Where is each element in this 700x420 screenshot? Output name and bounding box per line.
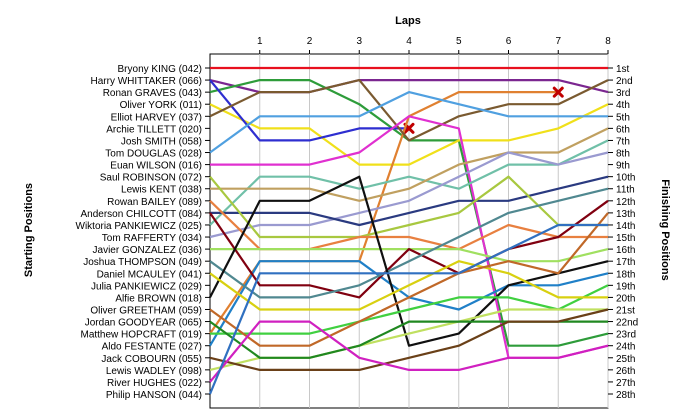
driver-label: Wiktoria PANKIEWICZ (025) <box>76 221 203 232</box>
series-line-26 <box>209 308 609 371</box>
series-line-8 <box>209 90 608 154</box>
lap-tick-label: 4 <box>406 36 412 47</box>
driver-label: Lewis KENT (038) <box>121 185 202 196</box>
finish-label: 13th <box>616 209 635 220</box>
series-line-4 <box>209 103 609 166</box>
right-axis-label: Finishing Positions <box>659 179 671 280</box>
series-line-11 <box>210 127 609 202</box>
driver-label: Aldo FESTANTE (027) <box>102 342 202 353</box>
series-line-14 <box>209 175 608 239</box>
finish-label: 20th <box>616 293 635 304</box>
finish-label: 28th <box>616 390 635 401</box>
driver-label: Matthew HOPCRAFT (019) <box>80 330 202 341</box>
finish-label: 5th <box>616 112 630 123</box>
series-line-21 <box>210 284 609 335</box>
lap-tick-label: 5 <box>456 36 462 47</box>
finish-label: 11th <box>616 185 635 196</box>
finish-label: 26th <box>616 366 635 377</box>
finish-label: 8th <box>616 149 630 160</box>
driver-label: Lewis WADLEY (098) <box>106 366 202 377</box>
driver-label: Bryony KING (042) <box>118 64 202 75</box>
driver-label: Daniel MCAULEY (041) <box>97 269 202 280</box>
series-line-27 <box>209 320 609 383</box>
series-line-22 <box>209 260 608 311</box>
driver-label: Tom RAFFERTY (034) <box>102 233 202 244</box>
retired-marker <box>552 86 564 98</box>
left-axis-label: Starting Positions <box>23 183 35 277</box>
driver-label: Ronan GRAVES (043) <box>103 88 202 99</box>
finish-label: 1st <box>616 64 630 75</box>
driver-label: River HUGHES (022) <box>107 378 202 389</box>
series-line-7 <box>209 78 609 142</box>
series-line-19 <box>209 187 609 299</box>
finish-label: 10th <box>616 173 635 184</box>
driver-label: Harry WHITTAKER (066) <box>91 76 203 87</box>
driver-label: Elliot HARVEY (037) <box>111 112 202 123</box>
finish-label: 9th <box>616 161 630 172</box>
finish-label: 7th <box>616 136 630 147</box>
finish-label: 3rd <box>616 88 630 99</box>
finish-label: 23rd <box>616 330 636 341</box>
finish-label: 2nd <box>616 76 633 87</box>
finish-label: 17th <box>616 257 635 268</box>
series-line-12 <box>209 151 609 239</box>
series-line-13 <box>210 175 609 227</box>
finish-label: 21st <box>616 305 635 316</box>
lap-tick-label: 1 <box>257 36 263 47</box>
finish-label: 14th <box>616 221 635 232</box>
driver-label: Philip HANSON (044) <box>106 390 202 401</box>
series-line-5 <box>209 79 409 142</box>
driver-label: Alfie BROWN (018) <box>115 293 202 304</box>
series-line-10 <box>209 139 609 226</box>
top-axis-label: Laps <box>395 15 421 27</box>
finish-label: 27th <box>616 378 635 389</box>
driver-label: Saul ROBINSON (072) <box>100 173 202 184</box>
series-line-28 <box>208 223 608 395</box>
lap-tick-label: 2 <box>307 36 313 47</box>
finish-label: 12th <box>616 197 635 208</box>
series-line-18 <box>209 199 609 299</box>
driver-label: Jack COBOURN (055) <box>101 354 202 365</box>
finish-label: 4th <box>616 100 630 111</box>
lap-tick-label: 3 <box>356 36 362 47</box>
driver-label: Javier GONZALEZ (036) <box>93 245 202 256</box>
driver-label: Julia PANKIEWICZ (029) <box>91 281 202 292</box>
finish-label: 15th <box>616 233 635 244</box>
driver-label: Joshua THOMPSON (049) <box>83 257 202 268</box>
series-line-20 <box>209 175 609 347</box>
lap-tick-label: 8 <box>605 36 611 47</box>
lap-tick-label: 6 <box>506 36 512 47</box>
driver-label: Tom DOUGLAS (028) <box>105 149 202 160</box>
driver-label: Jordan GOODYEAR (065) <box>85 318 202 329</box>
lap-tick-label: 7 <box>555 36 561 47</box>
finish-label: 22nd <box>616 318 638 329</box>
finish-label: 18th <box>616 269 635 280</box>
series-line-23 <box>209 212 609 347</box>
driver-label: Euan WILSON (016) <box>110 161 202 172</box>
finish-label: 19th <box>616 281 635 292</box>
finish-label: 24th <box>616 342 635 353</box>
driver-label: Archie TILLETT (020) <box>106 124 202 135</box>
finish-label: 6th <box>616 124 630 135</box>
driver-label: Oliver YORK (011) <box>120 100 202 111</box>
driver-label: Rowan BAILEY (089) <box>107 197 202 208</box>
driver-label: Oliver GREETHAM (059) <box>90 305 202 316</box>
driver-label: Josh SMITH (058) <box>121 136 202 147</box>
driver-label: Anderson CHILCOTT (084) <box>80 209 202 220</box>
finish-label: 25th <box>616 354 635 365</box>
finish-label: 16th <box>616 245 635 256</box>
